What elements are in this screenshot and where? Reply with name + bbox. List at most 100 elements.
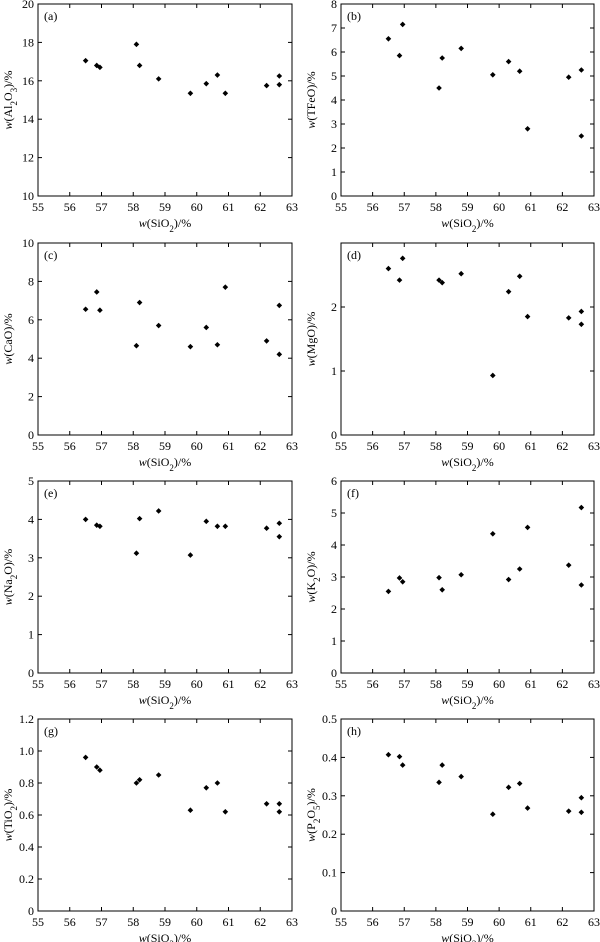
x-tick-label: 58	[430, 677, 442, 691]
data-point	[155, 508, 162, 514]
data-point	[203, 324, 210, 331]
label-run: )/%	[174, 693, 191, 707]
data-point	[578, 582, 585, 588]
label-run: w	[139, 693, 147, 707]
y-tick-label: 3	[331, 117, 337, 131]
x-tick-label: 57	[96, 677, 108, 691]
label-run: 2	[472, 701, 477, 711]
data-point	[214, 341, 221, 348]
data-point	[214, 72, 221, 78]
data-point	[187, 552, 194, 558]
data-point	[93, 764, 100, 770]
x-axis-label: w(SiO2)/%	[139, 455, 192, 473]
label-run: (TFeO)/%	[304, 71, 318, 120]
label-run: (Na	[1, 579, 15, 598]
y-tick-label: 1	[331, 165, 337, 179]
panel-letter: (g)	[44, 724, 58, 738]
data-point	[565, 808, 572, 814]
y-axis-label: w(MgO)/%	[304, 312, 318, 367]
data-point	[516, 68, 523, 74]
data-point	[505, 58, 512, 65]
data-point	[97, 523, 103, 530]
x-tick-label: 63	[588, 439, 600, 453]
x-tick-label: 55	[32, 915, 44, 929]
x-tick-label: 55	[335, 200, 347, 214]
x-tick-label: 61	[525, 200, 537, 214]
data-point	[516, 780, 523, 787]
y-tick-label: 6	[331, 474, 337, 488]
y-tick-label: 0.4	[19, 840, 34, 854]
data-point	[578, 794, 585, 801]
y-tick-label: 4	[331, 93, 337, 107]
data-point	[263, 525, 270, 532]
data-point	[490, 72, 496, 78]
x-tick-label: 60	[493, 439, 505, 453]
data-point	[578, 308, 585, 315]
data-point	[133, 41, 140, 48]
x-axis-label: w(SiO2)/%	[441, 455, 494, 473]
label-run: O	[1, 92, 15, 101]
label-run: (CaO)/%	[1, 313, 15, 356]
y-tick-label: 20	[22, 0, 34, 11]
x-tick-label: 56	[64, 677, 76, 691]
x-tick-label: 61	[223, 677, 235, 691]
data-point	[505, 576, 512, 583]
x-tick-label: 55	[32, 677, 44, 691]
data-point	[524, 524, 531, 531]
label-run: (SiO	[449, 455, 472, 469]
label-run: w	[441, 693, 449, 707]
plot-frame	[37, 718, 293, 912]
y-axis-label: w(Na2O)/%	[1, 549, 19, 606]
x-tick-label: 58	[430, 200, 442, 214]
label-run: )/%	[174, 216, 191, 230]
data-point	[214, 523, 221, 530]
x-tick-label: 56	[64, 439, 76, 453]
data-point	[578, 321, 585, 328]
x-tick-label: 56	[367, 677, 379, 691]
x-tick-label: 61	[223, 200, 235, 214]
data-point	[136, 777, 143, 783]
y-axis-label: w(CaO)/%	[1, 313, 15, 364]
y-axis-label: w(Al2O3)/%	[1, 70, 19, 129]
y-tick-label: 0	[331, 666, 337, 680]
label-run: )/%	[174, 931, 191, 942]
data-point	[82, 754, 89, 761]
x-tick-label: 61	[223, 915, 235, 929]
data-point	[399, 21, 406, 28]
x-tick-label: 61	[525, 677, 537, 691]
data-point	[524, 805, 531, 811]
panel-letter: (f)	[347, 486, 359, 500]
x-tick-label: 57	[96, 915, 108, 929]
x-tick-label: 63	[286, 439, 298, 453]
y-tick-label: 1.0	[19, 744, 34, 758]
x-axis-label: w(SiO2)/%	[441, 693, 494, 711]
data-point	[439, 587, 445, 593]
data-point	[396, 753, 403, 760]
x-tick-label: 58	[127, 439, 139, 453]
label-run: w	[1, 833, 15, 841]
label-run: (SiO	[147, 693, 170, 707]
panel-letter: (a)	[44, 9, 57, 23]
x-tick-label: 59	[159, 677, 171, 691]
x-tick-label: 62	[556, 915, 568, 929]
y-tick-label: 4	[331, 538, 337, 552]
x-tick-label: 57	[398, 677, 410, 691]
label-run: 2	[169, 939, 174, 942]
data-point	[578, 133, 585, 139]
y-tick-label: 0.1	[322, 866, 337, 880]
x-tick-label: 60	[493, 915, 505, 929]
x-tick-label: 60	[191, 439, 203, 453]
label-run: w	[304, 121, 318, 129]
label-run: (SiO	[147, 931, 170, 942]
label-run: w	[441, 455, 449, 469]
y-tick-label: 16	[22, 74, 34, 88]
y-tick-label: 6	[331, 45, 337, 59]
data-point	[97, 307, 103, 313]
y-tick-label: 5	[331, 506, 337, 520]
y-tick-label: 3	[28, 551, 34, 565]
data-point	[565, 562, 572, 568]
y-tick-label: 0.6	[19, 808, 34, 822]
data-point	[187, 807, 194, 813]
label-run: (TiO	[1, 810, 15, 833]
label-run: O)/%	[1, 549, 15, 575]
